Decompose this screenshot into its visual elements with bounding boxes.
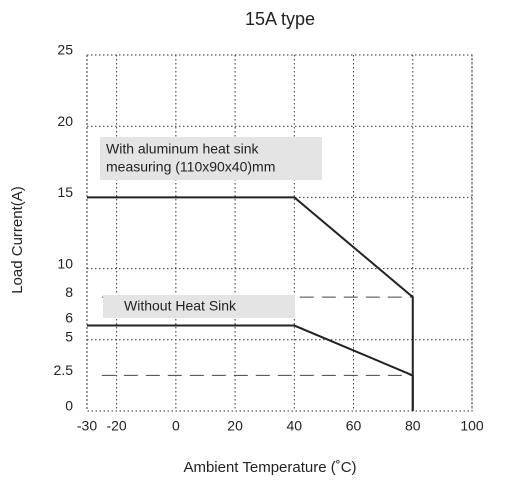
y-tick-label: 15 bbox=[57, 184, 73, 200]
series-line bbox=[87, 196, 414, 411]
x-tick-label: 0 bbox=[172, 418, 180, 434]
y-tick-label: 2.5 bbox=[54, 362, 74, 378]
x-tick-label: 100 bbox=[460, 418, 484, 434]
series-line bbox=[87, 324, 414, 411]
y-tick-label: 10 bbox=[57, 255, 73, 271]
annotation: measuring (110x90x40)mm bbox=[106, 159, 275, 175]
x-tick-label: 40 bbox=[287, 418, 303, 434]
y-tick-label: 20 bbox=[57, 113, 73, 129]
x-tick-label: 20 bbox=[227, 418, 243, 434]
annotation: With aluminum heat sink bbox=[106, 141, 260, 157]
annotation: Without Heat Sink bbox=[124, 298, 237, 314]
y-tick-label: 25 bbox=[57, 42, 73, 58]
x-axis-label: Ambient Temperature (˚C) bbox=[183, 459, 356, 476]
y-axis-label: Load Current(A) bbox=[9, 186, 26, 294]
x-tick-label: 80 bbox=[405, 418, 421, 434]
annotation-box bbox=[103, 295, 295, 318]
x-tick-label: -30 bbox=[77, 418, 97, 434]
y-tick-label: 5 bbox=[65, 329, 73, 345]
y-tick-label: 8 bbox=[65, 284, 73, 300]
x-tick-label: -20 bbox=[106, 418, 126, 434]
annotation-box bbox=[100, 137, 322, 180]
x-tick-label: 60 bbox=[346, 418, 362, 434]
chart-title: 15A type bbox=[245, 9, 315, 29]
y-tick-label: 6 bbox=[65, 309, 73, 325]
plot-border bbox=[86, 54, 473, 412]
y-tick-label: 0 bbox=[65, 398, 73, 414]
